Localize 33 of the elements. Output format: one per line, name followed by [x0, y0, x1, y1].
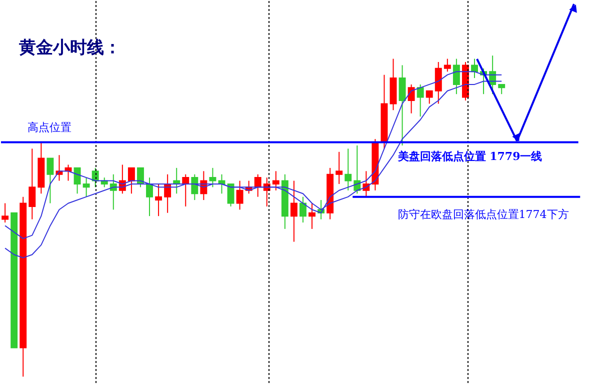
candlestick	[155, 183, 162, 217]
candlestick	[408, 84, 415, 114]
candlestick	[191, 174, 198, 201]
candlestick	[74, 167, 81, 194]
chart-title: 黄金小时线：	[18, 38, 121, 58]
candlestick	[344, 148, 352, 191]
candlestick	[46, 158, 54, 204]
candlestick	[300, 196, 306, 223]
candlestick	[272, 170, 280, 191]
candlestick	[254, 174, 262, 198]
candlestick	[2, 202, 9, 223]
candlestick	[416, 84, 424, 118]
candlestick	[308, 202, 316, 230]
candlestick	[128, 167, 135, 194]
candlestick	[236, 180, 244, 210]
candlestick	[82, 177, 90, 198]
candlestick	[209, 167, 216, 188]
ref-line-label: 防守在欧盘回落低点位置1774下方	[398, 208, 569, 221]
candlestick	[336, 151, 343, 184]
candlestick	[290, 180, 298, 242]
ref-line-label: 高点位置	[28, 121, 72, 134]
candlestick	[434, 61, 442, 104]
candlestick	[426, 90, 433, 104]
candlestick	[146, 177, 153, 217]
candlestick	[452, 58, 460, 95]
candlestick	[471, 58, 478, 79]
candlestick	[444, 58, 451, 72]
candlestick	[398, 64, 406, 146]
candlestick	[28, 148, 36, 220]
candlestick	[182, 174, 190, 207]
annotation: 美盘回落低点位置 1779一线	[396, 150, 542, 164]
candlestick	[92, 167, 99, 188]
candlestick	[498, 84, 506, 95]
